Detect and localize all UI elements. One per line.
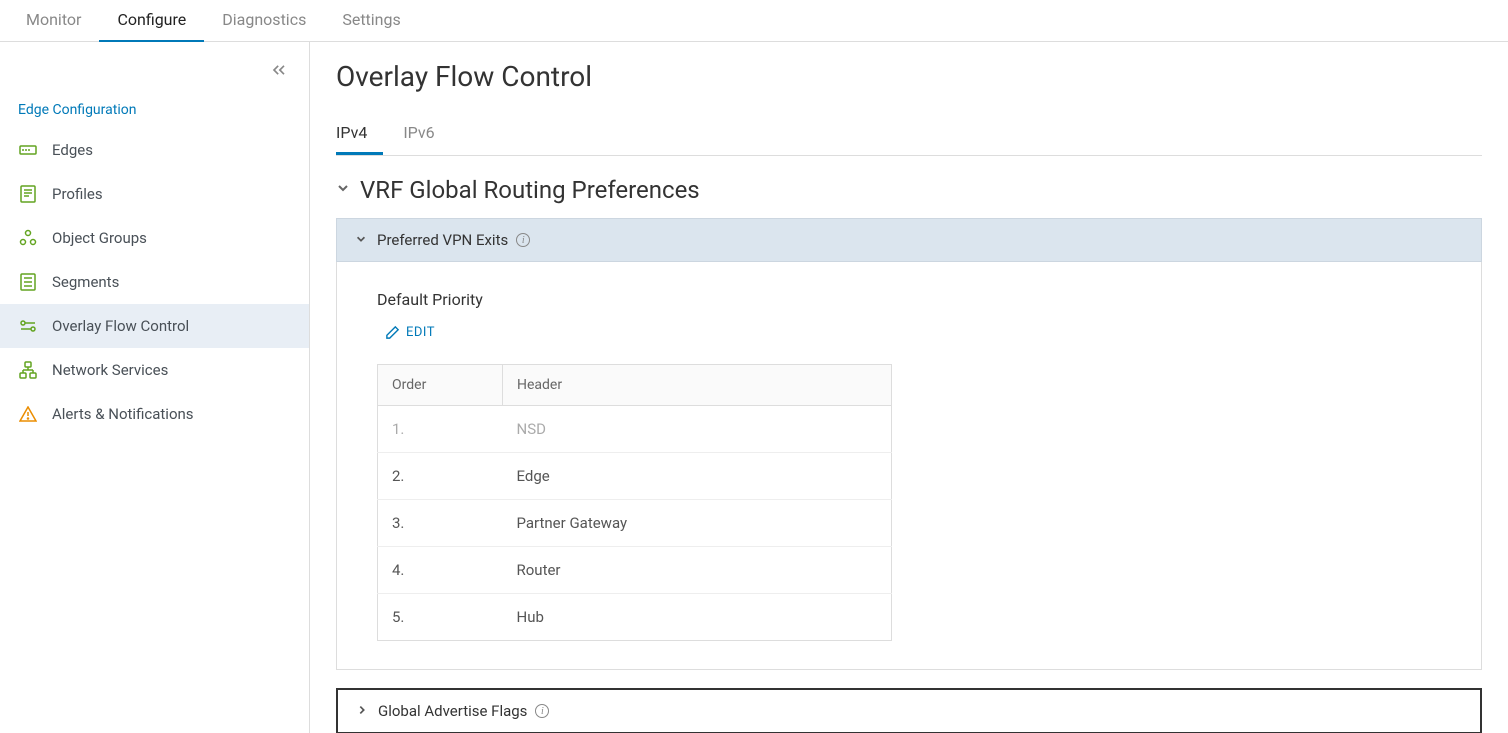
table-row: 5. Hub: [378, 594, 892, 641]
panel-body-preferred-vpn-exits: Default Priority EDIT Order Header 1. NS…: [336, 262, 1482, 670]
content-area: Overlay Flow Control IPv4 IPv6 VRF Globa…: [310, 42, 1508, 733]
edges-icon: [18, 140, 38, 160]
cell-header: Hub: [503, 594, 892, 641]
table-row: 1. NSD: [378, 406, 892, 453]
sidebar-collapse-button[interactable]: [269, 60, 289, 84]
section-title-text: VRF Global Routing Preferences: [360, 176, 700, 204]
page-title: Overlay Flow Control: [336, 60, 1482, 93]
sidebar-item-label: Edges: [52, 141, 93, 159]
chevron-right-icon: [356, 704, 368, 719]
sidebar-item-label: Object Groups: [52, 229, 147, 247]
cell-order: 5.: [378, 594, 503, 641]
cell-order: 2.: [378, 453, 503, 500]
sidebar-item-label: Profiles: [52, 185, 103, 203]
cell-header: NSD: [503, 406, 892, 453]
column-header-order: Order: [378, 365, 503, 406]
panel-header-preferred-vpn-exits[interactable]: Preferred VPN Exits i: [336, 218, 1482, 262]
sidebar-item-segments[interactable]: Segments: [0, 260, 309, 304]
cell-order: 1.: [378, 406, 503, 453]
table-row: 3. Partner Gateway: [378, 500, 892, 547]
tab-diagnostics[interactable]: Diagnostics: [204, 0, 324, 43]
panel-title-text: Global Advertise Flags: [378, 702, 527, 720]
sidebar-item-profiles[interactable]: Profiles: [0, 172, 309, 216]
section-header-vrf[interactable]: VRF Global Routing Preferences: [336, 176, 1482, 204]
cell-header: Router: [503, 547, 892, 594]
object-groups-icon: [18, 228, 38, 248]
chevron-down-icon: [355, 233, 367, 248]
sidebar-item-label: Overlay Flow Control: [52, 317, 189, 335]
edit-label: EDIT: [406, 325, 435, 340]
top-tabs: Monitor Configure Diagnostics Settings: [0, 0, 1508, 42]
chevron-double-left-icon: [269, 60, 289, 80]
tab-monitor[interactable]: Monitor: [8, 0, 99, 43]
profiles-icon: [18, 184, 38, 204]
info-icon[interactable]: i: [516, 233, 530, 247]
priority-table: Order Header 1. NSD 2. Edge 3. P: [377, 364, 892, 641]
sidebar-item-edges[interactable]: Edges: [0, 128, 309, 172]
default-priority-label: Default Priority: [377, 290, 1441, 309]
overlay-flow-control-icon: [18, 316, 38, 336]
cell-header: Edge: [503, 453, 892, 500]
sidebar-item-label: Alerts & Notifications: [52, 405, 194, 423]
network-services-icon: [18, 360, 38, 380]
sidebar-item-label: Segments: [52, 273, 119, 291]
sub-tab-ipv6[interactable]: IPv6: [403, 113, 450, 155]
sub-tabs: IPv4 IPv6: [336, 113, 1482, 156]
pencil-icon: [385, 325, 400, 340]
table-row: 4. Router: [378, 547, 892, 594]
edit-button[interactable]: EDIT: [385, 325, 435, 340]
info-icon[interactable]: i: [535, 704, 549, 718]
sidebar-item-network-services[interactable]: Network Services: [0, 348, 309, 392]
sidebar-section-title: Edge Configuration: [0, 82, 309, 128]
table-row: 2. Edge: [378, 453, 892, 500]
column-header-header: Header: [503, 365, 892, 406]
cell-order: 3.: [378, 500, 503, 547]
sidebar-item-alerts[interactable]: Alerts & Notifications: [0, 392, 309, 436]
panel-header-global-advertise-flags[interactable]: Global Advertise Flags i: [336, 688, 1482, 733]
segments-icon: [18, 272, 38, 292]
panel-title-text: Preferred VPN Exits: [377, 231, 508, 249]
sidebar-item-object-groups[interactable]: Object Groups: [0, 216, 309, 260]
cell-header: Partner Gateway: [503, 500, 892, 547]
cell-order: 4.: [378, 547, 503, 594]
tab-settings[interactable]: Settings: [324, 0, 418, 43]
tab-configure[interactable]: Configure: [99, 0, 204, 43]
sidebar: Edge Configuration Edges Profiles Object…: [0, 42, 310, 733]
chevron-down-icon: [336, 181, 350, 199]
sidebar-item-label: Network Services: [52, 361, 168, 379]
sub-tab-ipv4[interactable]: IPv4: [336, 113, 383, 155]
sidebar-item-overlay-flow-control[interactable]: Overlay Flow Control: [0, 304, 309, 348]
alerts-icon: [18, 404, 38, 424]
